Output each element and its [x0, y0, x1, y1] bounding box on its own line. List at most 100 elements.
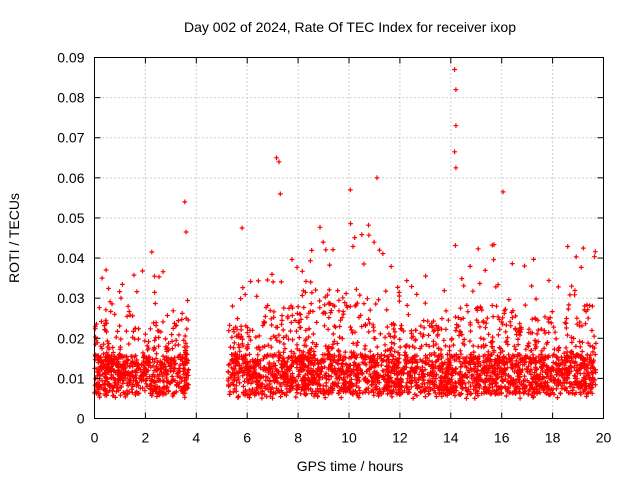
data-point — [229, 373, 235, 379]
data-point — [408, 373, 413, 379]
x-tick-label: 4 — [192, 430, 200, 446]
data-point — [322, 302, 328, 308]
data-point — [315, 394, 321, 400]
data-point — [311, 376, 317, 382]
data-point — [510, 363, 516, 369]
data-point — [401, 366, 406, 372]
data-point — [322, 352, 328, 357]
data-point — [358, 351, 363, 357]
data-point — [535, 327, 541, 333]
data-point — [117, 289, 122, 294]
data-point — [488, 352, 494, 357]
data-point — [120, 282, 125, 287]
data-point — [426, 343, 432, 349]
data-point — [439, 375, 445, 381]
data-point — [417, 330, 423, 336]
data-point — [149, 249, 155, 255]
data-point — [232, 386, 238, 392]
data-point — [275, 370, 281, 376]
data-point — [279, 321, 284, 327]
data-point — [106, 341, 112, 346]
data-point — [572, 288, 578, 293]
data-point — [382, 353, 387, 358]
data-point — [176, 332, 182, 338]
data-point — [423, 355, 428, 361]
data-point — [162, 356, 167, 362]
data-point — [179, 378, 184, 384]
data-point — [483, 389, 489, 395]
data-point — [514, 388, 519, 394]
data-point — [490, 314, 496, 319]
data-point — [484, 315, 490, 321]
data-point — [181, 388, 187, 394]
data-point — [514, 332, 519, 337]
data-point — [452, 393, 458, 398]
data-point — [365, 296, 370, 302]
data-point — [322, 294, 328, 300]
data-point — [348, 221, 353, 227]
data-point — [577, 344, 583, 350]
data-point — [439, 386, 445, 392]
data-point — [254, 293, 260, 299]
data-point — [134, 289, 140, 294]
data-point — [264, 354, 270, 360]
data-point — [489, 303, 495, 308]
data-point — [573, 254, 579, 260]
data-point — [357, 292, 363, 298]
data-point — [317, 372, 323, 377]
data-point — [577, 319, 583, 325]
data-point — [113, 395, 118, 400]
data-point — [412, 392, 418, 397]
data-point — [271, 309, 277, 315]
data-point — [512, 326, 518, 331]
data-point — [319, 369, 324, 375]
data-point — [151, 368, 157, 374]
data-point — [460, 316, 466, 321]
data-point — [266, 360, 272, 366]
data-point — [136, 336, 141, 342]
data-point — [452, 67, 457, 72]
data-point — [363, 323, 368, 328]
data-point — [391, 341, 397, 347]
data-point — [544, 363, 550, 369]
data-point — [454, 325, 459, 331]
data-point — [301, 388, 307, 394]
data-point — [458, 316, 464, 322]
data-point — [157, 372, 163, 377]
data-point — [244, 360, 250, 366]
data-point — [579, 381, 584, 387]
data-point — [481, 336, 487, 342]
data-point — [389, 345, 394, 351]
data-point — [119, 353, 125, 359]
data-point — [422, 300, 428, 306]
data-point — [552, 346, 557, 352]
data-point — [467, 320, 473, 326]
data-point — [294, 390, 300, 395]
data-point — [173, 389, 179, 395]
data-point — [492, 391, 498, 397]
data-point — [434, 394, 439, 399]
data-point — [300, 384, 305, 390]
data-point — [490, 344, 495, 350]
data-point — [452, 149, 457, 155]
data-point — [426, 378, 432, 383]
data-point — [565, 306, 571, 312]
data-point — [184, 381, 190, 387]
data-point — [273, 366, 279, 372]
data-point — [496, 332, 501, 338]
data-point — [499, 374, 504, 379]
data-point — [268, 316, 274, 322]
data-point — [583, 321, 588, 327]
data-point — [465, 309, 471, 315]
data-point — [560, 366, 565, 372]
data-point — [173, 322, 179, 328]
x-tick-label: 2 — [142, 430, 150, 446]
data-point — [330, 331, 336, 337]
data-point — [376, 297, 381, 303]
data-point — [148, 326, 153, 332]
data-point — [475, 319, 481, 325]
data-point — [419, 369, 424, 374]
data-point — [350, 330, 355, 336]
data-point — [492, 368, 498, 374]
data-point — [522, 263, 527, 269]
